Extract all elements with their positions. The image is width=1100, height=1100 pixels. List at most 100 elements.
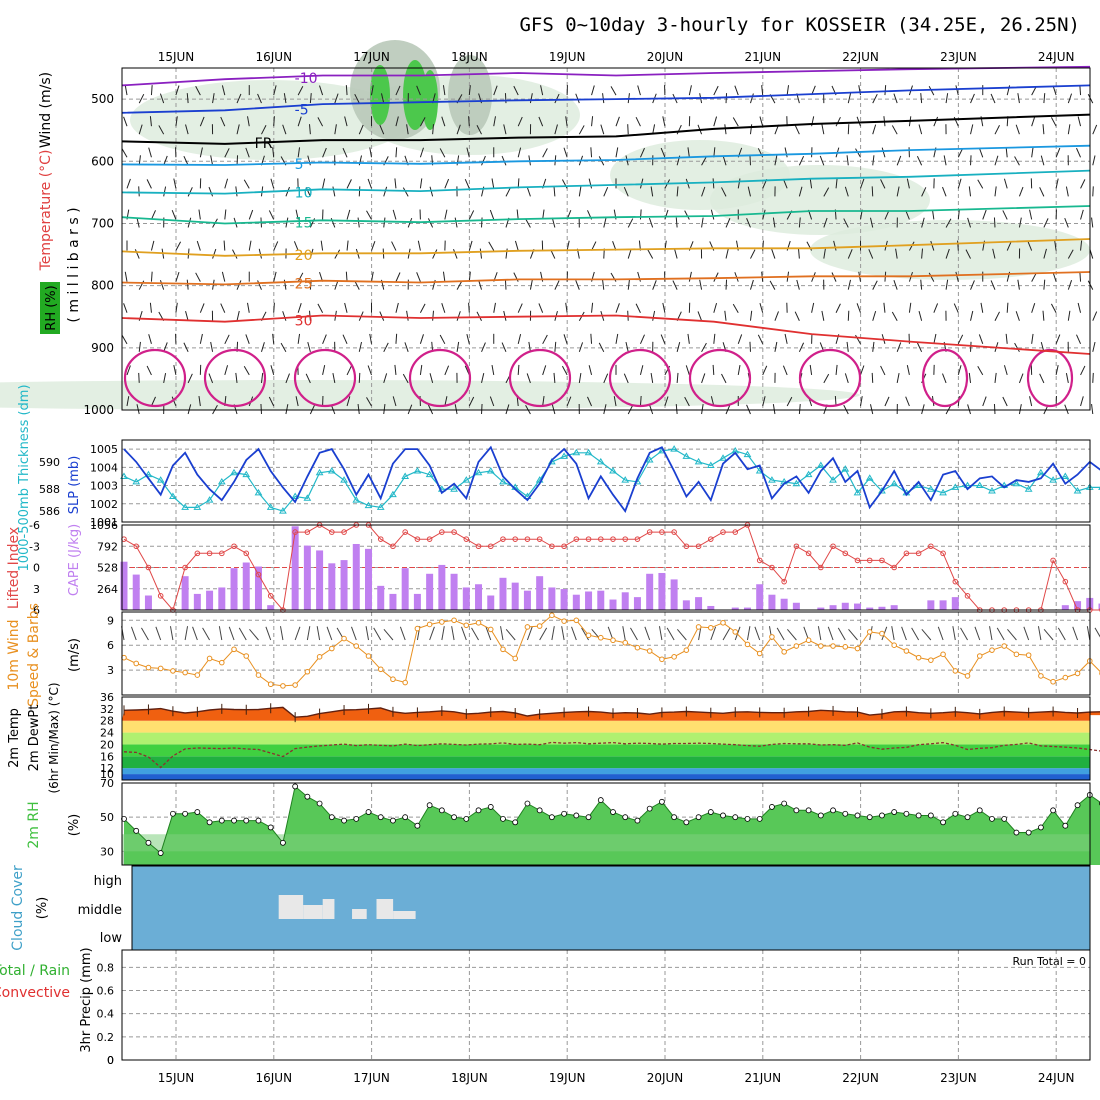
surface-wind-barb [658,626,663,641]
wind-barb [212,93,215,104]
wind-barb [834,395,837,407]
lifted-index-point [964,593,971,599]
surface-wind-barb [710,626,717,641]
rh-point [1013,829,1020,836]
surface-wind-barb [561,626,565,641]
wind-speed-point [1013,651,1020,658]
temp-tick-label: 10 [100,768,114,781]
rh2m-axis-label: 2m RH [26,801,42,848]
surface-wind-barb [911,627,920,641]
wind-barb [798,403,801,415]
wind-barb [757,334,764,345]
rh-point [426,802,433,809]
rh-point [145,839,152,846]
cape-bar [939,600,947,610]
wind-barb [332,372,336,384]
thickness-point [425,470,434,478]
wind-barb [578,125,585,135]
wind-barb [968,372,972,383]
wind-speed-point [928,657,934,663]
lifted-index-point [255,571,262,578]
surface-wind-barb [141,627,149,641]
wind-barb [782,365,788,376]
wind-barb [652,124,656,135]
wind-barb [891,311,898,321]
wind-barb [554,93,560,104]
wind-barb [701,404,704,415]
temp-tick-label: 28 [100,715,114,728]
wind-barb [701,342,707,353]
rh-point [243,817,250,824]
wind-barb [994,186,997,197]
wind-barb [173,178,177,189]
wind-barb [444,209,448,220]
wind-barb [650,372,654,383]
wind-barb [1006,302,1009,313]
thickness-point [596,457,605,465]
wind-barb [945,93,949,104]
wind-barb [149,116,152,127]
wind-barb [243,179,250,189]
wind-barb [270,365,275,376]
surface-wind-barb [827,626,834,641]
wind-barb [1076,147,1082,158]
wind-barb [896,155,902,166]
wind-barb [749,93,754,104]
wind-barb [553,372,556,383]
wind-barb [245,147,250,158]
precip-tick-label: 0.4 [97,1008,115,1021]
wind-barb [282,311,287,321]
wind-barb [517,364,520,375]
wind-speed-point [683,647,690,653]
wind-barb [933,303,939,313]
wind-barb [121,334,128,345]
rh2m-unit-label: (%) [67,814,82,837]
lifted-index-point [157,593,164,599]
thickness-point [804,470,813,478]
wind-barb [419,334,424,344]
rh-point [475,807,482,814]
rh-shading-dark [448,55,492,135]
isotherm-line [121,84,1091,114]
lifted-index-point [561,543,567,550]
cape-bar [426,573,434,610]
wind-barb [270,178,275,189]
surface-wind-barb [373,627,382,641]
wind-barb [163,155,168,166]
rh-point [414,822,421,829]
wind-speed-point [145,664,152,671]
wind-barb [930,240,935,251]
wind-speed-point [744,641,751,648]
rh-point [280,839,286,846]
wind-barb [872,311,877,321]
wind-speed-point [316,654,323,660]
wind-barb [664,209,669,220]
wind-barb [610,86,617,96]
wind-barb [639,209,642,220]
wind-barb [675,403,678,415]
cape-bar [951,597,959,610]
wind-barb [823,248,826,259]
wind-speed-point [170,668,176,674]
wind-barb [798,217,801,228]
cloud-cover-unit-label: (%) [35,897,50,920]
precip-total-rain-label: Total / Rain [0,963,70,979]
wind-barb [517,303,523,313]
surface-wind-barb [1023,626,1030,641]
wind-speed-point [818,643,824,649]
thickness-point [486,467,495,474]
wind-barb [591,85,595,96]
rh-contour [798,348,862,408]
wind-barb [1031,303,1036,313]
temp-minmax-label: (6hr Min/Max) (°C) [47,682,61,793]
cape-bar [401,568,409,610]
wind-barb [1027,241,1033,251]
wind-barb [955,271,959,282]
rh-point [402,814,409,821]
wind-barb [920,279,923,290]
wind-barb [419,117,426,127]
wind-barb [540,85,544,96]
cape-bar [267,605,275,610]
thickness-point [926,485,935,492]
wind-barb [968,186,972,197]
